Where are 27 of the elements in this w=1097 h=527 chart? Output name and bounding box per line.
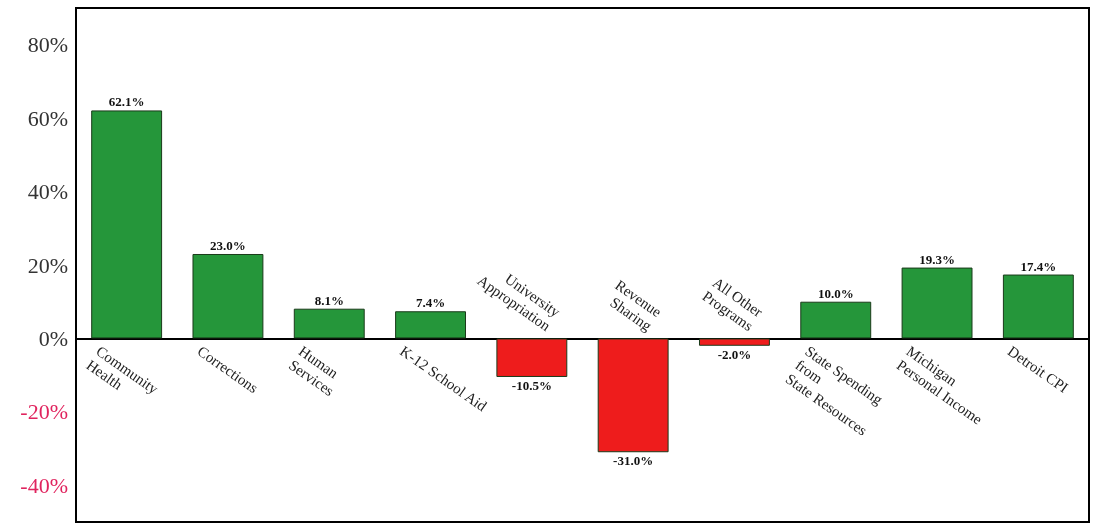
data-label: 8.1% [314, 292, 344, 308]
data-label: 23.0% [210, 237, 246, 253]
data-label: -2.0% [717, 346, 752, 362]
data-label: -10.5% [511, 377, 552, 393]
bar [800, 301, 872, 339]
y-tick-label: 20% [27, 252, 68, 278]
bar [91, 110, 163, 339]
bar [901, 267, 973, 339]
y-tick-label: -40% [20, 472, 68, 498]
bar [395, 311, 467, 339]
data-label: 62.1% [108, 94, 145, 110]
y-tick-label: 40% [27, 179, 68, 205]
data-label: 19.3% [919, 251, 955, 267]
y-tick-label: 80% [27, 32, 68, 58]
y-tick-label: 60% [27, 105, 68, 131]
bar [192, 253, 264, 339]
bar [1002, 274, 1074, 339]
data-label: -31.0% [613, 453, 654, 469]
data-label: 10.0% [817, 285, 854, 301]
y-tick-label: -20% [20, 399, 68, 425]
data-label: 17.4% [1020, 258, 1057, 274]
y-tick-label: 0% [38, 325, 68, 351]
bar [699, 338, 770, 346]
bar [496, 338, 568, 377]
data-label: 7.4% [415, 295, 446, 311]
bar [597, 338, 669, 453]
bar [293, 308, 365, 339]
